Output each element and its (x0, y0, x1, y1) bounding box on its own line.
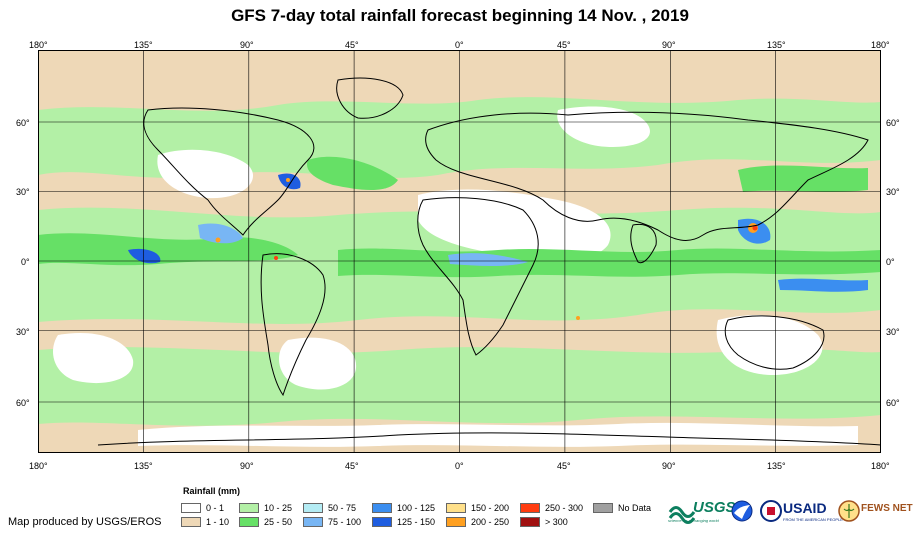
rain-0-1-areas (53, 106, 858, 447)
legend-swatch (181, 503, 201, 513)
lon-label-bottom: 45° (557, 461, 571, 471)
rainfall-map (38, 50, 881, 453)
lon-label-bottom: 180° (29, 461, 48, 471)
lon-label-bottom: 180° (871, 461, 890, 471)
lon-label-top: 135° (134, 40, 153, 50)
legend-swatch (303, 503, 323, 513)
rain-extreme-areas (215, 178, 758, 320)
legend-item: 250 - 300 (520, 503, 583, 514)
lat-label-right: 0° (886, 257, 895, 267)
graticule (38, 50, 881, 453)
lat-label-left: 60° (16, 398, 30, 408)
legend-swatch (372, 517, 392, 527)
legend-item: 200 - 250 (446, 517, 509, 528)
legend-item: 25 - 50 (239, 517, 292, 528)
legend-item: 0 - 1 (181, 503, 224, 514)
lon-label-top: 45° (557, 40, 571, 50)
rain-heavy-areas (128, 173, 868, 292)
lon-label-bottom: 135° (767, 461, 786, 471)
credit-text: Map produced by USGS/EROS (8, 516, 162, 528)
coastlines (97, 77, 881, 446)
lat-label-left: 30° (16, 187, 30, 197)
legend-item: 75 - 100 (303, 517, 361, 528)
legend-swatch (372, 503, 392, 513)
lat-label-right: 30° (886, 187, 900, 197)
lat-label-left: 60° (16, 118, 30, 128)
legend-swatch (520, 517, 540, 527)
legend-swatch (593, 503, 613, 513)
lon-label-top: 180° (29, 40, 48, 50)
fews-net-logo: FEWS NET (861, 503, 913, 514)
usaid-seal-icon (760, 500, 782, 522)
legend-item: 1 - 10 (181, 517, 229, 528)
lon-label-top: 90° (662, 40, 676, 50)
lon-label-top: 45° (345, 40, 359, 50)
lon-label-bottom: 0° (455, 461, 464, 471)
lon-label-bottom: 90° (662, 461, 676, 471)
lat-label-right: 60° (886, 398, 900, 408)
map-frame (38, 50, 881, 453)
lat-label-left: 30° (16, 327, 30, 337)
legend-item: 150 - 200 (446, 503, 509, 514)
noaa-logo-icon (731, 500, 753, 522)
legend-item: 100 - 125 (372, 503, 435, 514)
usgs-logo: USGS science for a changing world (668, 499, 736, 524)
lon-label-bottom: 90° (240, 461, 254, 471)
legend-swatch (303, 517, 323, 527)
legend-swatch (520, 503, 540, 513)
legend-swatch (446, 503, 466, 513)
legend-item: No Data (593, 503, 651, 514)
legend-item: 10 - 25 (239, 503, 292, 514)
lat-label-right: 30° (886, 327, 900, 337)
lat-label-right: 60° (886, 118, 900, 128)
legend-item: 125 - 150 (372, 517, 435, 528)
legend-item: > 300 (520, 517, 568, 528)
legend-title: Rainfall (mm) (183, 486, 241, 496)
lon-label-top: 90° (240, 40, 254, 50)
lon-label-top: 0° (455, 40, 464, 50)
lat-label-left: 0° (21, 257, 30, 267)
legend-swatch (181, 517, 201, 527)
legend-swatch (446, 517, 466, 527)
lon-label-bottom: 45° (345, 461, 359, 471)
lon-label-top: 135° (767, 40, 786, 50)
lon-label-bottom: 135° (134, 461, 153, 471)
usaid-logo: USAID FROM THE AMERICAN PEOPLE (783, 500, 843, 522)
legend-swatch (239, 517, 259, 527)
lon-label-top: 180° (871, 40, 890, 50)
legend-item: 50 - 75 (303, 503, 356, 514)
legend-swatch (239, 503, 259, 513)
fews-net-emblem-icon (838, 500, 860, 522)
map-title: GFS 7-day total rainfall forecast beginn… (231, 6, 689, 25)
